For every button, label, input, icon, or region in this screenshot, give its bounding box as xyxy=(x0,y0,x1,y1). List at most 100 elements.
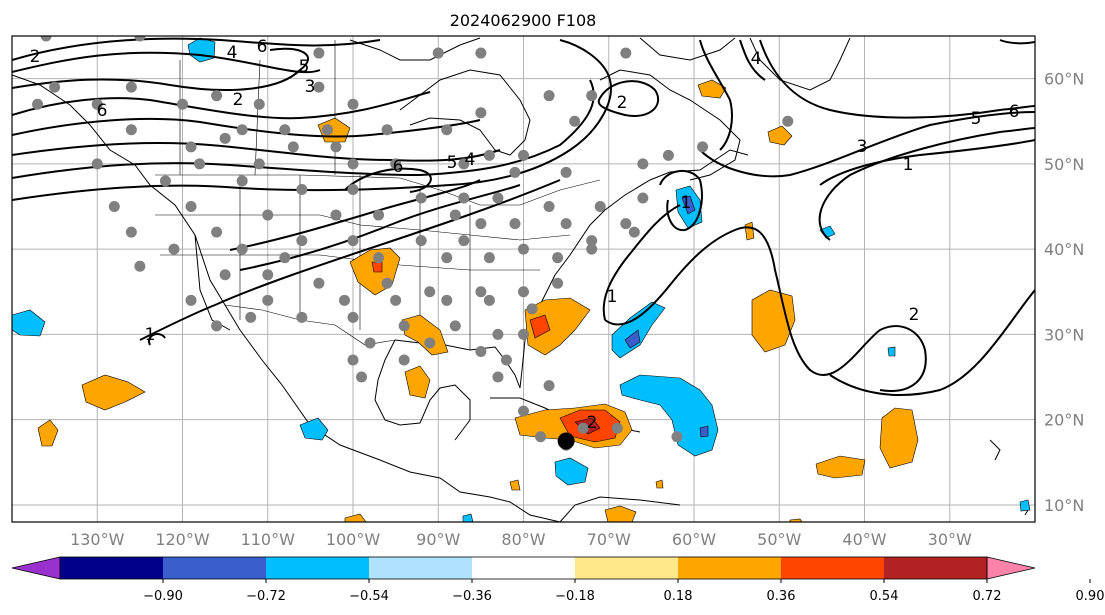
gray-dot xyxy=(236,175,248,187)
gray-dot xyxy=(492,371,504,383)
gray-dot xyxy=(620,218,632,230)
gray-dot xyxy=(253,158,265,170)
gray-dot xyxy=(279,252,291,264)
gray-dot xyxy=(424,286,436,298)
colorbar-tick-label: 0.36 xyxy=(767,589,796,604)
colorbar-tick-label: 0.72 xyxy=(973,589,1002,604)
contour-label: 4 xyxy=(751,49,762,69)
gray-dot xyxy=(560,166,572,178)
gray-dot xyxy=(49,81,61,93)
gray-dot xyxy=(458,158,470,170)
gray-dot xyxy=(492,328,504,340)
colorbar-tick-label: −0.18 xyxy=(555,589,595,604)
contour-label: 3 xyxy=(305,77,316,97)
longitude-label: 90°W xyxy=(416,530,460,549)
gray-dot xyxy=(586,90,598,102)
colorbar-segment xyxy=(60,557,163,579)
gray-dot xyxy=(40,36,52,42)
contour-label: 2 xyxy=(30,47,41,67)
longitude-label: 120°W xyxy=(155,530,210,549)
gray-dot xyxy=(594,201,606,213)
colorbar-segment xyxy=(884,557,987,579)
colorbar-extend-high xyxy=(986,556,1036,580)
gray-dot xyxy=(432,47,444,59)
gray-dot xyxy=(125,81,137,93)
gray-dot xyxy=(211,226,223,238)
contour-label: 1 xyxy=(903,155,914,175)
gray-dot xyxy=(125,124,137,136)
gray-dot xyxy=(569,115,581,127)
colorbar-tick-label: 0.54 xyxy=(870,589,899,604)
gray-dot xyxy=(347,354,359,366)
contour-label: 5 xyxy=(971,109,982,129)
gray-dot xyxy=(637,158,649,170)
gray-dot xyxy=(168,243,180,255)
longitude-label: 30°W xyxy=(928,530,972,549)
gray-dot-markers xyxy=(32,36,794,451)
gray-dot xyxy=(782,115,794,127)
contour-label: 2 xyxy=(233,90,244,110)
gray-dot xyxy=(373,252,385,264)
gray-dot xyxy=(483,294,495,306)
contour-label: 6 xyxy=(393,157,404,177)
longitude-labels: 130°W 120°W 110°W 100°W 90°W 80°W 70°W 60°W 50°W… xyxy=(70,530,972,549)
gray-dot xyxy=(577,422,589,434)
gray-dot xyxy=(543,380,555,392)
gray-dot xyxy=(321,124,333,136)
colorbar-tick-label: −0.36 xyxy=(452,589,492,604)
gray-dot xyxy=(211,320,223,332)
gray-dot xyxy=(449,209,461,221)
storm-position-marker xyxy=(557,432,575,450)
gray-dot xyxy=(185,141,197,153)
gray-dot xyxy=(219,132,231,144)
contour-label: 5 xyxy=(299,57,310,77)
gray-dot xyxy=(552,277,564,289)
gray-dot xyxy=(441,124,453,136)
colorbar-segment xyxy=(472,557,575,579)
gray-dot xyxy=(134,260,146,272)
gray-dot xyxy=(552,252,564,264)
gray-dot xyxy=(390,158,402,170)
latitude-label: 50°N xyxy=(1044,155,1084,174)
gray-dot xyxy=(338,294,350,306)
longitude-label: 80°W xyxy=(501,530,545,549)
latitude-label: 40°N xyxy=(1044,240,1084,259)
colorbar-segment xyxy=(163,557,266,579)
gray-dot xyxy=(543,201,555,213)
gray-dot xyxy=(194,158,206,170)
gray-dot xyxy=(509,166,521,178)
gray-dot xyxy=(390,294,402,306)
gray-dot xyxy=(185,201,197,213)
colorbar xyxy=(11,556,1036,580)
gray-dot xyxy=(211,90,223,102)
gray-dot xyxy=(483,149,495,161)
gray-dot xyxy=(518,328,529,340)
gray-dot xyxy=(347,98,359,110)
gray-dot xyxy=(381,277,393,289)
gray-dot xyxy=(219,269,231,281)
gray-dot xyxy=(296,235,308,247)
contour-lines xyxy=(12,37,1035,396)
gray-dot xyxy=(620,47,632,59)
gray-dot xyxy=(586,235,598,247)
gray-dot xyxy=(236,243,248,255)
gray-dot xyxy=(458,235,470,247)
gray-dot xyxy=(245,311,257,323)
gray-dot xyxy=(628,226,640,238)
contour-label: 6 xyxy=(97,101,108,121)
gray-dot xyxy=(347,311,359,323)
gray-dot xyxy=(262,294,274,306)
gray-dot xyxy=(518,405,529,417)
map-plot-area xyxy=(12,36,1035,522)
contour-label: 1 xyxy=(145,325,156,345)
gray-dot xyxy=(483,252,495,264)
latitude-label: 30°N xyxy=(1044,325,1084,344)
contour-label: 5 xyxy=(447,153,458,173)
gray-dot xyxy=(279,124,291,136)
latitude-label: 20°N xyxy=(1044,411,1084,430)
gray-dot xyxy=(159,175,171,187)
longitude-label: 40°W xyxy=(842,530,886,549)
colorbar-tick-label: −0.90 xyxy=(143,589,183,604)
gray-dot xyxy=(518,286,529,298)
gray-dot xyxy=(560,218,572,230)
